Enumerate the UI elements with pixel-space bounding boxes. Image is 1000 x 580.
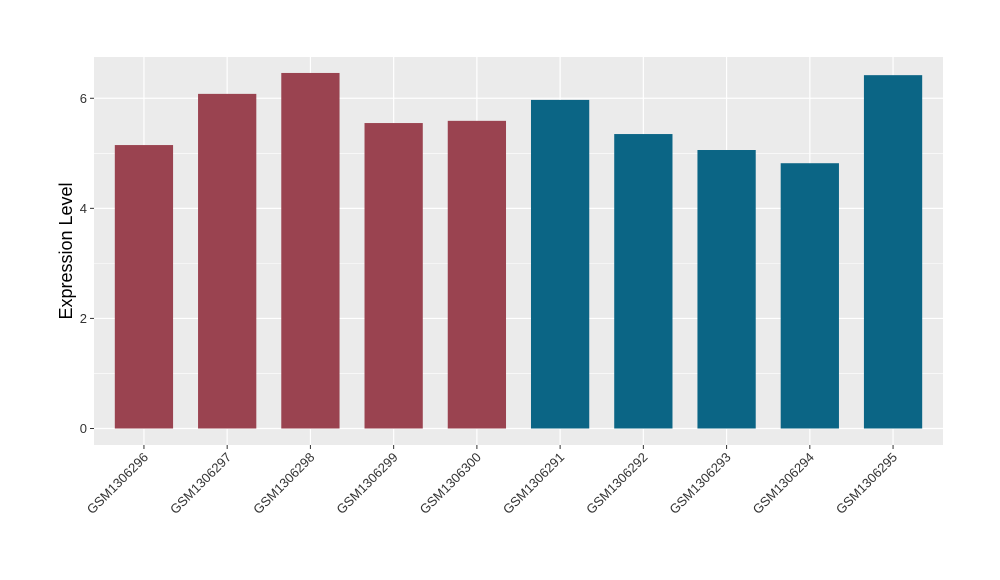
- y-axis: 0 2 4 6: [80, 91, 94, 436]
- bar: [364, 123, 423, 429]
- x-tick-label: GSM1306291: [500, 450, 567, 517]
- bar: [863, 75, 923, 429]
- bar: [198, 93, 257, 429]
- x-tick-label: GSM1306299: [333, 450, 400, 517]
- x-tick-label: GSM1306300: [417, 450, 484, 517]
- x-tick-label: GSM1306295: [833, 450, 900, 517]
- x-tick-label: GSM1306297: [167, 450, 234, 517]
- bar: [780, 163, 839, 429]
- bar: [614, 134, 673, 429]
- x-tick-label: GSM1306294: [750, 450, 817, 517]
- y-tick-label: 4: [80, 201, 87, 216]
- y-tick-label: 0: [80, 421, 87, 436]
- x-tick-label: GSM1306296: [84, 450, 151, 517]
- bar: [114, 145, 174, 429]
- x-tick-label: GSM1306292: [583, 450, 650, 517]
- bar: [530, 99, 590, 429]
- x-tick-label: GSM1306293: [666, 450, 733, 517]
- bar: [447, 120, 507, 429]
- y-tick-label: 6: [80, 91, 87, 106]
- bar: [697, 150, 756, 429]
- bars: [114, 72, 923, 429]
- bar: [281, 72, 340, 429]
- y-tick-label: 2: [80, 311, 87, 326]
- x-tick-label: GSM1306298: [250, 450, 317, 517]
- y-axis-title: Expression Level: [56, 182, 76, 319]
- x-axis: GSM1306296 GSM1306297 GSM1306298 GSM1306299…: [84, 445, 900, 517]
